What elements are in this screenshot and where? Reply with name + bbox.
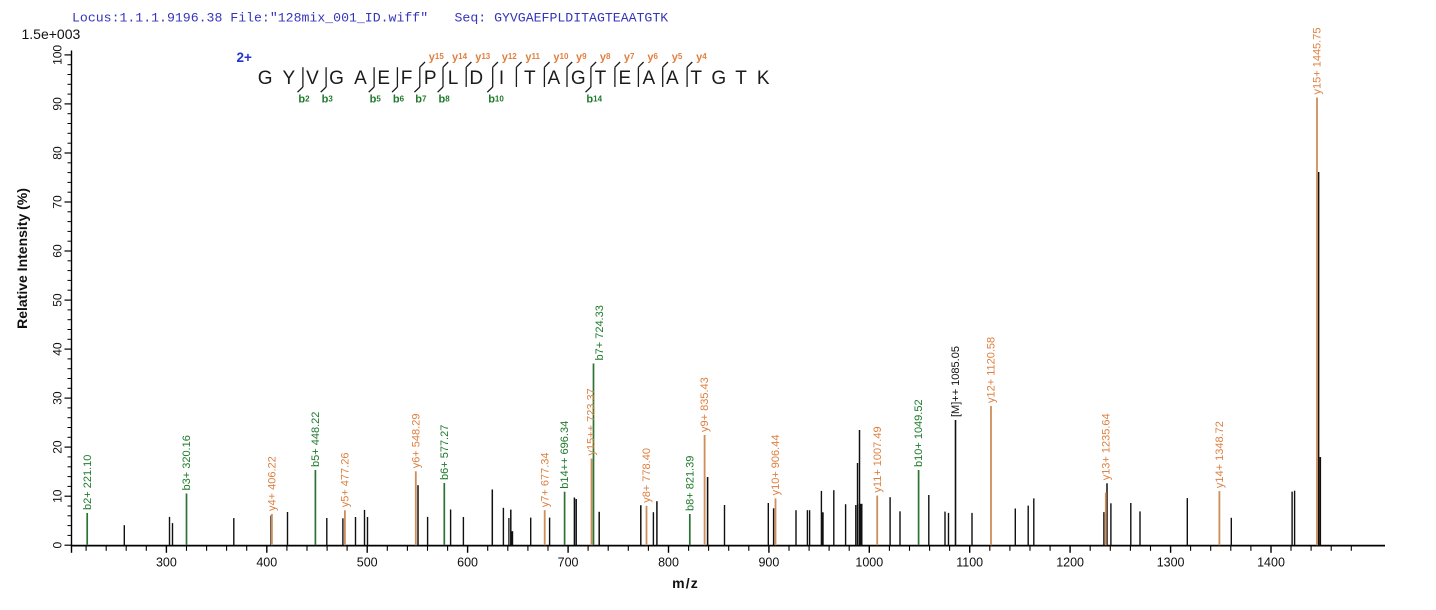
svg-text:K: K xyxy=(757,68,770,89)
svg-text:70: 70 xyxy=(51,195,65,209)
svg-text:b7+ 724.33: b7+ 724.33 xyxy=(594,305,606,360)
svg-text:y13: y13 xyxy=(475,52,491,64)
svg-text:b6+ 577.27: b6+ 577.27 xyxy=(439,425,451,480)
svg-text:A: A xyxy=(548,68,561,89)
svg-text:b8+ 821.39: b8+ 821.39 xyxy=(684,456,696,511)
svg-text:b7: b7 xyxy=(415,94,427,106)
svg-text:60: 60 xyxy=(51,244,65,258)
svg-text:400: 400 xyxy=(256,556,277,570)
svg-text:Seq: GYVGAEFPLDITAGTEAATGTK: Seq: GYVGAEFPLDITAGTEAATGTK xyxy=(455,11,669,26)
svg-text:y15++ 723.37: y15++ 723.37 xyxy=(585,388,597,455)
svg-text:20: 20 xyxy=(51,440,65,454)
svg-text:Y: Y xyxy=(282,68,295,89)
svg-text:b3+ 320.16: b3+ 320.16 xyxy=(181,435,193,490)
svg-text:y8+ 778.40: y8+ 778.40 xyxy=(641,448,653,503)
svg-text:600: 600 xyxy=(457,556,478,570)
svg-text:b14: b14 xyxy=(586,94,602,106)
svg-text:[M]++ 1085.05: [M]++ 1085.05 xyxy=(950,346,962,417)
svg-text:b2+ 221.10: b2+ 221.10 xyxy=(82,455,94,510)
svg-text:y13+ 1235.64: y13+ 1235.64 xyxy=(1100,413,1112,480)
svg-text:1300: 1300 xyxy=(1157,556,1185,570)
svg-text:y6: y6 xyxy=(647,52,658,64)
svg-text:50: 50 xyxy=(51,293,65,307)
svg-text:y11+ 1007.49: y11+ 1007.49 xyxy=(872,426,884,492)
svg-text:y15: y15 xyxy=(429,52,445,64)
svg-text:b3: b3 xyxy=(322,94,334,106)
svg-text:y8: y8 xyxy=(600,52,611,64)
svg-text:m/z: m/z xyxy=(672,575,699,591)
svg-text:E: E xyxy=(377,68,390,89)
svg-text:Relative Intensity (%): Relative Intensity (%) xyxy=(14,188,30,329)
svg-text:b5: b5 xyxy=(370,94,382,106)
svg-text:700: 700 xyxy=(558,556,579,570)
svg-text:y12+ 1120.58: y12+ 1120.58 xyxy=(986,337,998,403)
svg-text:b5+ 448.22: b5+ 448.22 xyxy=(310,412,322,467)
svg-text:y5: y5 xyxy=(672,52,683,64)
svg-text:0: 0 xyxy=(51,542,65,549)
svg-text:T: T xyxy=(735,68,747,89)
svg-text:b10+ 1049.52: b10+ 1049.52 xyxy=(913,399,925,467)
svg-text:1200: 1200 xyxy=(1056,556,1084,570)
svg-text:10: 10 xyxy=(51,489,65,503)
svg-text:V: V xyxy=(306,68,319,89)
svg-text:300: 300 xyxy=(156,556,177,570)
svg-text:A: A xyxy=(666,68,679,89)
svg-text:I: I xyxy=(499,68,504,89)
svg-text:30: 30 xyxy=(51,391,65,405)
svg-text:T: T xyxy=(524,68,536,89)
svg-text:Locus:1.1.1.9196.38 File:"128m: Locus:1.1.1.9196.38 File:"128mix_001_ID.… xyxy=(72,11,428,26)
svg-text:E: E xyxy=(618,68,631,89)
svg-text:y10: y10 xyxy=(553,52,569,64)
svg-text:P: P xyxy=(424,68,437,89)
svg-text:b14++ 696.34: b14++ 696.34 xyxy=(559,421,571,489)
svg-text:500: 500 xyxy=(357,556,378,570)
svg-text:1400: 1400 xyxy=(1257,556,1285,570)
svg-text:y9+ 835.43: y9+ 835.43 xyxy=(699,377,711,432)
svg-text:A: A xyxy=(354,68,367,89)
svg-text:900: 900 xyxy=(758,556,779,570)
svg-text:y7+ 677.34: y7+ 677.34 xyxy=(539,452,551,507)
svg-text:40: 40 xyxy=(51,342,65,356)
svg-text:b10: b10 xyxy=(488,94,504,106)
svg-text:G: G xyxy=(711,68,726,89)
svg-text:2+: 2+ xyxy=(237,50,253,65)
svg-text:100: 100 xyxy=(51,45,65,65)
svg-text:F: F xyxy=(401,68,413,89)
svg-text:80: 80 xyxy=(51,146,65,160)
svg-text:G: G xyxy=(571,68,586,89)
svg-text:800: 800 xyxy=(658,556,679,570)
svg-text:y9: y9 xyxy=(576,52,587,64)
svg-text:90: 90 xyxy=(51,97,65,111)
svg-text:L: L xyxy=(448,68,459,89)
svg-text:y4: y4 xyxy=(696,52,707,64)
svg-text:D: D xyxy=(469,68,483,89)
svg-text:y6+ 548.29: y6+ 548.29 xyxy=(410,414,422,469)
svg-text:1.5e+003: 1.5e+003 xyxy=(22,26,81,42)
svg-text:A: A xyxy=(642,68,655,89)
svg-text:y4+ 406.22: y4+ 406.22 xyxy=(267,456,279,511)
svg-text:T: T xyxy=(690,68,702,89)
svg-text:y14+ 1348.72: y14+ 1348.72 xyxy=(1214,421,1226,488)
svg-text:y10+ 906.44: y10+ 906.44 xyxy=(770,435,782,496)
svg-text:G: G xyxy=(258,68,273,89)
svg-text:y5+ 477.26: y5+ 477.26 xyxy=(340,453,352,508)
svg-text:G: G xyxy=(329,68,344,89)
svg-text:1000: 1000 xyxy=(855,556,883,570)
svg-text:y7: y7 xyxy=(624,52,635,64)
svg-text:y11: y11 xyxy=(525,52,540,64)
svg-text:b2: b2 xyxy=(298,94,310,106)
svg-text:y14: y14 xyxy=(452,52,468,64)
svg-text:y15+ 1445.75: y15+ 1445.75 xyxy=(1312,28,1324,95)
svg-text:T: T xyxy=(595,68,607,89)
svg-text:1100: 1100 xyxy=(956,556,983,570)
svg-text:b6: b6 xyxy=(393,94,405,106)
svg-text:y12: y12 xyxy=(502,52,518,64)
svg-text:b8: b8 xyxy=(439,94,451,106)
